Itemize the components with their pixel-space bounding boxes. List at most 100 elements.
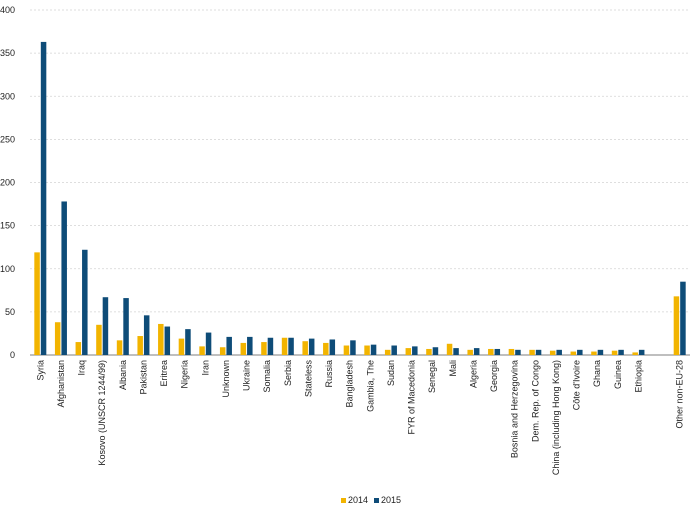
bar-2015 <box>432 347 439 355</box>
bar-2015 <box>680 281 686 355</box>
x-tick-label: Syria <box>35 360 45 381</box>
bar-2014 <box>549 350 556 355</box>
bar-2015 <box>185 329 191 355</box>
x-tick-label: Somalia <box>262 360 272 393</box>
x-tick-label: Gambia, The <box>365 360 375 412</box>
bar-2015 <box>618 349 624 355</box>
bar-2015 <box>350 340 356 355</box>
bar-2015 <box>267 337 274 355</box>
bar-2015 <box>329 339 336 355</box>
bar-2014 <box>240 342 247 355</box>
x-tick-label: Albania <box>118 360 128 390</box>
x-tick-label: Mali <box>448 360 458 377</box>
x-tick-label: Nigeria <box>180 360 190 389</box>
bar-2014 <box>137 336 143 355</box>
bar-2015 <box>494 348 501 355</box>
x-tick-label: Sudan <box>386 360 396 386</box>
y-axis: 0 50 100 150 200 250 300 350 400 <box>0 5 15 360</box>
bar-2014 <box>570 351 577 355</box>
bar-2014 <box>611 350 618 355</box>
bar-2015 <box>556 349 562 355</box>
bar-2015 <box>226 336 232 355</box>
legend-label: 2015 <box>381 495 401 505</box>
bar-2014 <box>178 338 185 355</box>
x-tick-label: Other non-EU-28 <box>675 360 685 429</box>
x-tick-label: Afghanistan <box>56 360 66 408</box>
bar-2014 <box>529 349 535 355</box>
bar-2014 <box>219 347 226 355</box>
x-tick-label: Côte d'Ivoire <box>572 360 582 410</box>
bar-2015 <box>164 326 171 355</box>
x-tick-label: Senegal <box>427 360 437 393</box>
bar-2014 <box>302 341 308 355</box>
bar-2015 <box>308 338 315 355</box>
legend-swatch <box>341 498 346 503</box>
bar-2015 <box>412 346 418 355</box>
x-tick-label: Stateless <box>303 360 313 398</box>
bar-2014 <box>96 324 102 355</box>
x-tick-label: Iran <box>200 360 210 376</box>
x-tick-label: Russia <box>324 360 334 388</box>
bar-2014 <box>364 345 370 355</box>
bar-2014 <box>446 343 453 355</box>
x-tick-label: FYR of Macedonia <box>407 360 417 435</box>
x-tick-label: Dem. Rep. of Congo <box>530 360 540 442</box>
x-tick-label: Georgia <box>489 360 499 392</box>
legend-swatch <box>374 498 379 503</box>
bar-2014 <box>158 323 164 355</box>
bar-2014 <box>323 342 329 355</box>
y-tick-label: 100 <box>0 264 15 274</box>
bar-2014 <box>75 342 82 355</box>
bar-2015 <box>143 315 150 355</box>
bar-2014 <box>488 348 494 355</box>
bar-2015 <box>102 297 109 355</box>
x-tick-label: Algeria <box>468 360 478 388</box>
bar-2015 <box>515 349 521 355</box>
bar-2015 <box>453 348 459 355</box>
bar-2014 <box>199 346 205 355</box>
bar-2014 <box>34 252 40 355</box>
bar-2015 <box>40 41 47 355</box>
bar-2015 <box>123 298 129 355</box>
bar-2015 <box>638 349 645 355</box>
x-tick-label: Serbia <box>283 360 293 386</box>
bar-2014 <box>591 351 597 355</box>
x-tick-label: Unknown <box>221 360 231 398</box>
x-tick-label: Ukraine <box>242 360 252 391</box>
legend: 2014 2015 <box>341 495 401 505</box>
y-tick-label: 150 <box>0 221 15 231</box>
bar-2014 <box>116 340 123 355</box>
x-tick-label: Bosnia and Herzegovina <box>510 360 520 458</box>
y-tick-label: 50 <box>5 307 15 317</box>
x-tick-label: Ghana <box>592 360 602 387</box>
bar-2015 <box>61 201 67 355</box>
bar-2014 <box>281 337 288 355</box>
x-tick-label: Bangladesh <box>345 360 355 408</box>
bar-2014 <box>467 349 473 355</box>
x-tick-label: Ethiopia <box>633 360 643 393</box>
bar-2015 <box>247 336 253 355</box>
bar-2015 <box>597 349 604 355</box>
y-tick-label: 300 <box>0 91 15 101</box>
bar-2014 <box>426 348 432 355</box>
x-tick-label: Guinea <box>613 360 623 389</box>
x-tick-label: Pakistan <box>138 360 148 395</box>
y-tick-label: 0 <box>10 350 15 360</box>
y-tick-label: 200 <box>0 178 15 188</box>
bar-2014 <box>508 348 515 355</box>
y-tick-label: 250 <box>0 134 15 144</box>
x-axis: Syria Afghanistan Iraq Kosovo (UNSCR 1244/9… <box>35 360 684 476</box>
bar-2014 <box>384 349 391 355</box>
x-tick-label: Iraq <box>77 360 87 376</box>
x-tick-label: China (including Hong Kong) <box>551 360 561 475</box>
y-tick-label: 400 <box>0 5 15 15</box>
x-tick-label: Eritrea <box>159 360 169 387</box>
bar-2014 <box>673 296 680 355</box>
bar-2014 <box>632 352 638 355</box>
bar-2015 <box>391 345 397 355</box>
bar-2014 <box>343 345 350 355</box>
bar-2015 <box>82 249 88 355</box>
bar-2015 <box>535 349 542 355</box>
bars <box>34 41 686 355</box>
